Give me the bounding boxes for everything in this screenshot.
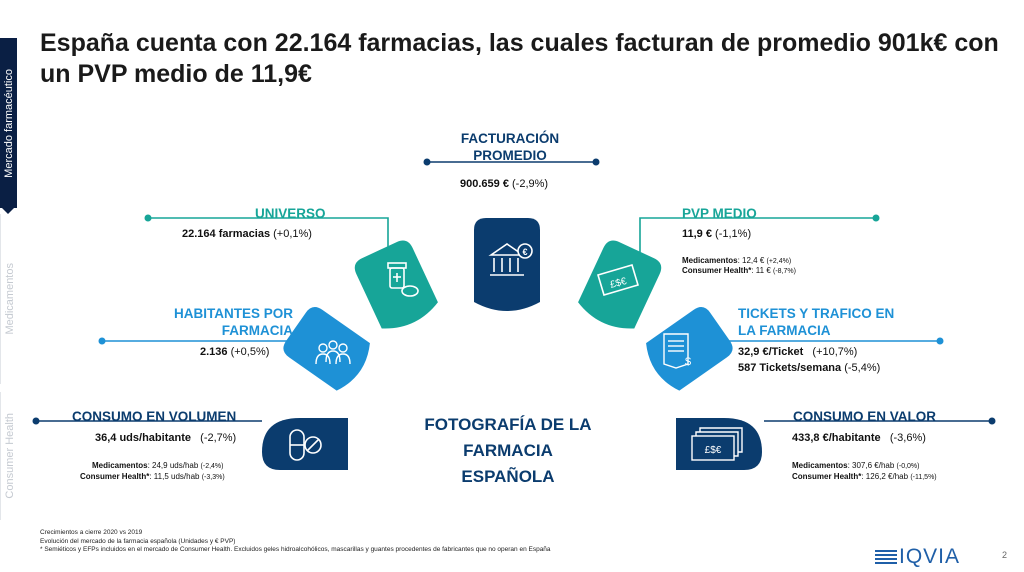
nav-item-mercado-farmaceutico[interactable]: Mercado farmacéutico — [0, 38, 17, 208]
side-navigation: Mercado farmacéutico Medicamentos Consum… — [0, 0, 18, 572]
valor-med-change: (-0,0%) — [896, 463, 920, 470]
volumen-med-change: (-2,4%) — [200, 463, 224, 470]
tickets-label-line1: TICKETS Y TRAFICO EN — [738, 306, 895, 321]
tickets-label-line2: LA FARMACIA — [738, 323, 831, 338]
people-group-icon — [315, 340, 351, 365]
habitantes-label-line1: HABITANTES POR — [173, 306, 293, 321]
volumen-consumer-health: Consumer Health*: 11,5 uds/hab (-3,3%) — [80, 472, 225, 481]
valor-med-label: Medicamentos — [792, 461, 848, 470]
universo-value: 22.164 farmacias (+0,1%) — [182, 228, 312, 240]
banknotes-icon: £$€ — [691, 427, 743, 461]
connector-lines — [32, 158, 996, 425]
habitantes-label: HABITANTES POR FARMACIA — [143, 305, 293, 339]
facturacion-label-line2: PROMEDIO — [473, 148, 547, 163]
petal-pvp — [578, 240, 662, 329]
volumen-ch-label: Consumer Health* — [80, 472, 150, 481]
valor-change: (-3,6%) — [889, 432, 926, 444]
center-title-line3: ESPAÑOLA — [461, 467, 555, 486]
svg-text:£$€: £$€ — [705, 445, 722, 456]
petal-valor — [676, 418, 762, 470]
tickets-amount-1: 32,9 €/Ticket — [738, 346, 804, 358]
bank-euro-icon: € — [488, 243, 533, 276]
valor-medicamentos: Medicamentos: 307,6 €/hab (-0,0%) — [792, 461, 919, 470]
pvp-medicamentos: Medicamentos: 12,4 € (+2,4%) — [682, 256, 791, 265]
footnote-3: * Semiéticos y EFPs incluidos en el merc… — [40, 546, 551, 553]
page-title: España cuenta con 22.164 farmacias, las … — [40, 29, 999, 88]
habitantes-value: 2.136 (+0,5%) — [200, 346, 269, 358]
tickets-value-1: 32,9 €/Ticket (+10,7%) — [738, 346, 857, 358]
footnote-2: Evolución del mercado de la farmacia esp… — [40, 537, 236, 545]
nav-item-consumer-health[interactable]: Consumer Health — [0, 392, 18, 520]
volumen-change: (-2,7%) — [200, 432, 237, 444]
valor-med-value: : 307,6 €/hab — [847, 461, 895, 470]
medicine-bottle-pills-icon — [387, 262, 419, 297]
valor-label: CONSUMO EN VALOR — [793, 409, 937, 424]
facturacion-label: FACTURACIÓN PROMEDIO — [440, 130, 580, 164]
svg-text:€: € — [522, 247, 527, 257]
valor-value: 433,8 €/habitante (-3,6%) — [792, 432, 926, 444]
pvp-change: (-1,1%) — [715, 228, 752, 240]
petal-universo — [354, 240, 438, 329]
valor-amount: 433,8 €/habitante — [792, 432, 881, 444]
pvp-value: 11,9 € (-1,1%) — [682, 228, 751, 240]
pvp-med-value: : 12,4 € — [737, 256, 765, 265]
nav-item-medicamentos[interactable]: Medicamentos — [0, 214, 18, 384]
footnote-1: Crecimientos a cierre 2020 vs 2019 — [40, 529, 143, 536]
habitantes-label-line2: FARMACIA — [221, 323, 293, 338]
volumen-med-value: : 24,9 uds/hab — [147, 461, 199, 470]
habitantes-amount: 2.136 — [200, 346, 228, 358]
facturacion-value: 900.659 € (-2,9%) — [460, 178, 548, 190]
volumen-ch-value: : 11,5 uds/hab — [149, 472, 200, 481]
volumen-value: 36,4 uds/habitante (-2,7%) — [95, 432, 236, 444]
pvp-ch-label: Consumer Health* — [682, 266, 752, 275]
tickets-label: TICKETS Y TRAFICO EN LA FARMACIA — [738, 305, 894, 339]
habitantes-change: (+0,5%) — [230, 346, 270, 358]
logo-text: IQVIA — [899, 545, 961, 568]
facturacion-amount: 900.659 € — [460, 178, 509, 190]
pvp-med-label: Medicamentos — [682, 256, 738, 265]
capsule-pill-icon — [289, 429, 322, 461]
iqvia-logo: IQVIA — [875, 545, 960, 569]
pvp-amount: 11,9 € — [682, 228, 712, 240]
tickets-change-1: (+10,7%) — [812, 346, 858, 358]
logo-stripes-icon — [875, 550, 897, 565]
valor-ch-label: Consumer Health* — [792, 472, 862, 481]
valor-ch-change: (-11,5%) — [910, 474, 937, 481]
pvp-ch-change: (-8,7%) — [773, 268, 796, 275]
pvp-med-change: (+2,4%) — [766, 258, 792, 265]
center-title: FOTOGRAFÍA DE LA FARMACIA ESPAÑOLA — [398, 412, 618, 490]
receipt-icon: $ — [663, 333, 691, 369]
valor-ch-value: : 126,2 €/hab — [861, 472, 909, 481]
page-number: 2 — [1002, 550, 1008, 560]
svg-text:£$€: £$€ — [609, 276, 628, 291]
volumen-amount: 36,4 uds/habitante — [95, 432, 191, 444]
volumen-ch-change: (-3,3%) — [201, 474, 225, 481]
tickets-change-2: (-5,4%) — [844, 362, 881, 374]
petal-habitantes — [283, 307, 370, 391]
universo-change: (+0,1%) — [273, 228, 312, 240]
facturacion-label-line1: FACTURACIÓN — [460, 131, 560, 146]
pvp-consumer-health: Consumer Health*: 11 € (-8,7%) — [682, 266, 796, 275]
facturacion-change: (-2,9%) — [512, 178, 549, 190]
tickets-amount-2: 587 Tickets/semana — [738, 362, 842, 374]
volumen-label: CONSUMO EN VOLUMEN — [72, 409, 237, 424]
valor-consumer-health: Consumer Health*: 126,2 €/hab (-11,5%) — [792, 472, 937, 481]
universo-label: UNIVERSO — [255, 206, 326, 221]
active-indicator — [2, 208, 14, 214]
petal-facturacion: € — [474, 218, 540, 311]
footnotes: Crecimientos a cierre 2020 vs 2019 Evolu… — [40, 529, 551, 555]
volumen-medicamentos: Medicamentos: 24,9 uds/hab (-2,4%) — [92, 461, 223, 470]
center-title-line1: FOTOGRAFÍA DE LA — [424, 415, 592, 434]
svg-text:$: $ — [685, 356, 691, 368]
pvp-ch-value: : 11 € — [751, 266, 771, 275]
price-tag-currency-icon: £$€ — [597, 264, 639, 296]
volumen-med-label: Medicamentos — [92, 461, 148, 470]
tickets-value-2: 587 Tickets/semana (-5,4%) — [738, 362, 880, 374]
pvp-label: PVP MEDIO — [682, 206, 757, 221]
petal-tickets — [646, 307, 733, 391]
center-title-line2: FARMACIA — [463, 441, 553, 460]
universo-amount: 22.164 farmacias — [182, 228, 271, 240]
